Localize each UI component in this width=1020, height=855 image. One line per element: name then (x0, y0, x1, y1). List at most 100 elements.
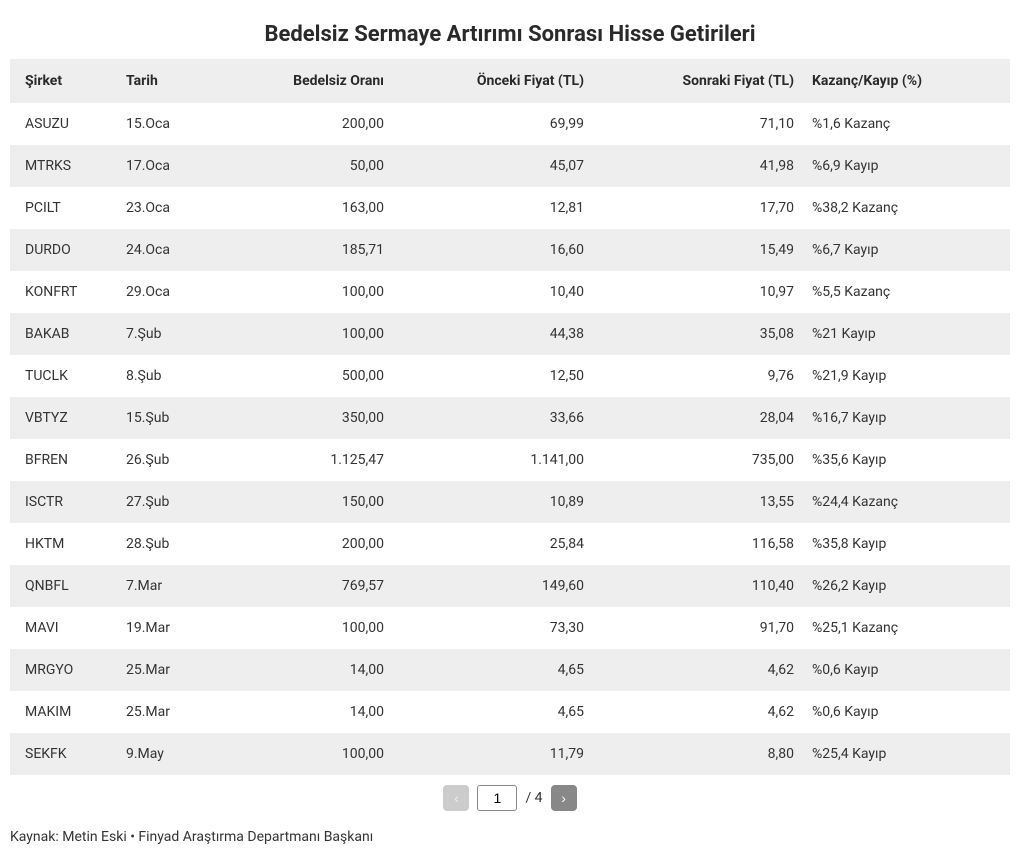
cell-company: SEKFK (10, 733, 120, 775)
cell-gain: %26,2 Kayıp (800, 565, 1010, 607)
pagination: ‹ / 4 › (10, 775, 1010, 821)
cell-gain: %35,6 Kayıp (800, 439, 1010, 481)
cell-after: 91,70 (590, 607, 800, 649)
cell-ratio: 769,57 (210, 565, 390, 607)
table-row: QNBFL7.Mar769,57149,60110,40%26,2 Kayıp (10, 565, 1010, 607)
cell-ratio: 1.125,47 (210, 439, 390, 481)
cell-gain: %6,7 Kayıp (800, 229, 1010, 271)
cell-after: 10,97 (590, 271, 800, 313)
col-header-after: Sonraki Fiyat (TL) (590, 59, 800, 103)
cell-date: 15.Oca (120, 103, 210, 145)
cell-ratio: 100,00 (210, 607, 390, 649)
cell-before: 4,65 (390, 649, 590, 691)
cell-after: 17,70 (590, 187, 800, 229)
cell-before: 1.141,00 (390, 439, 590, 481)
cell-ratio: 350,00 (210, 397, 390, 439)
cell-before: 10,89 (390, 481, 590, 523)
cell-gain: %21 Kayıp (800, 313, 1010, 355)
table-body: ASUZU15.Oca200,0069,9971,10%1,6 KazançMT… (10, 103, 1010, 775)
cell-gain: %16,7 Kayıp (800, 397, 1010, 439)
cell-ratio: 100,00 (210, 733, 390, 775)
cell-before: 11,79 (390, 733, 590, 775)
cell-company: PCILT (10, 187, 120, 229)
table-row: TUCLK8.Şub500,0012,509,76%21,9 Kayıp (10, 355, 1010, 397)
cell-after: 28,04 (590, 397, 800, 439)
table-row: KONFRT29.Oca100,0010,4010,97%5,5 Kazanç (10, 271, 1010, 313)
table-header-row: Şirket Tarih Bedelsiz Oranı Önceki Fiyat… (10, 59, 1010, 103)
cell-date: 8.Şub (120, 355, 210, 397)
cell-date: 17.Oca (120, 145, 210, 187)
table-row: PCILT23.Oca163,0012,8117,70%38,2 Kazanç (10, 187, 1010, 229)
cell-gain: %35,8 Kayıp (800, 523, 1010, 565)
cell-before: 69,99 (390, 103, 590, 145)
cell-ratio: 100,00 (210, 313, 390, 355)
cell-date: 28.Şub (120, 523, 210, 565)
cell-date: 27.Şub (120, 481, 210, 523)
cell-company: BFREN (10, 439, 120, 481)
cell-date: 24.Oca (120, 229, 210, 271)
col-header-gain: Kazanç/Kayıp (%) (800, 59, 1010, 103)
cell-date: 25.Mar (120, 649, 210, 691)
cell-after: 35,08 (590, 313, 800, 355)
cell-after: 735,00 (590, 439, 800, 481)
cell-ratio: 14,00 (210, 649, 390, 691)
cell-before: 12,50 (390, 355, 590, 397)
cell-after: 71,10 (590, 103, 800, 145)
cell-gain: %21,9 Kayıp (800, 355, 1010, 397)
cell-gain: %38,2 Kazanç (800, 187, 1010, 229)
cell-after: 110,40 (590, 565, 800, 607)
page-input[interactable] (477, 785, 517, 811)
cell-company: ASUZU (10, 103, 120, 145)
table-row: ASUZU15.Oca200,0069,9971,10%1,6 Kazanç (10, 103, 1010, 145)
cell-after: 13,55 (590, 481, 800, 523)
cell-after: 4,62 (590, 691, 800, 733)
table-row: MRGYO25.Mar14,004,654,62%0,6 Kayıp (10, 649, 1010, 691)
cell-company: MTRKS (10, 145, 120, 187)
cell-gain: %5,5 Kazanç (800, 271, 1010, 313)
cell-ratio: 150,00 (210, 481, 390, 523)
table-row: ISCTR27.Şub150,0010,8913,55%24,4 Kazanç (10, 481, 1010, 523)
col-header-before: Önceki Fiyat (TL) (390, 59, 590, 103)
next-page-button[interactable]: › (551, 785, 577, 811)
cell-after: 15,49 (590, 229, 800, 271)
col-header-ratio: Bedelsiz Oranı (210, 59, 390, 103)
cell-company: HKTM (10, 523, 120, 565)
cell-before: 4,65 (390, 691, 590, 733)
cell-company: TUCLK (10, 355, 120, 397)
page-total-label: / 4 (525, 790, 542, 806)
cell-date: 15.Şub (120, 397, 210, 439)
cell-ratio: 14,00 (210, 691, 390, 733)
cell-after: 41,98 (590, 145, 800, 187)
cell-gain: %1,6 Kazanç (800, 103, 1010, 145)
cell-after: 116,58 (590, 523, 800, 565)
cell-date: 29.Oca (120, 271, 210, 313)
cell-company: QNBFL (10, 565, 120, 607)
page-title: Bedelsiz Sermaye Artırımı Sonrası Hisse … (10, 10, 1010, 59)
cell-ratio: 200,00 (210, 523, 390, 565)
cell-date: 23.Oca (120, 187, 210, 229)
stock-returns-table: Şirket Tarih Bedelsiz Oranı Önceki Fiyat… (10, 59, 1010, 775)
cell-before: 12,81 (390, 187, 590, 229)
cell-before: 10,40 (390, 271, 590, 313)
table-row: MAKIM25.Mar14,004,654,62%0,6 Kayıp (10, 691, 1010, 733)
cell-ratio: 50,00 (210, 145, 390, 187)
col-header-company: Şirket (10, 59, 120, 103)
cell-gain: %24,4 Kazanç (800, 481, 1010, 523)
cell-ratio: 500,00 (210, 355, 390, 397)
prev-page-button[interactable]: ‹ (443, 785, 469, 811)
cell-before: 16,60 (390, 229, 590, 271)
cell-date: 9.May (120, 733, 210, 775)
cell-company: MAVI (10, 607, 120, 649)
cell-date: 26.Şub (120, 439, 210, 481)
cell-ratio: 100,00 (210, 271, 390, 313)
cell-gain: %0,6 Kayıp (800, 691, 1010, 733)
cell-ratio: 185,71 (210, 229, 390, 271)
cell-before: 25,84 (390, 523, 590, 565)
cell-date: 25.Mar (120, 691, 210, 733)
table-row: HKTM28.Şub200,0025,84116,58%35,8 Kayıp (10, 523, 1010, 565)
cell-company: KONFRT (10, 271, 120, 313)
cell-date: 7.Şub (120, 313, 210, 355)
source-text: Kaynak: Metin Eski • Finyad Araştırma De… (10, 821, 1010, 845)
cell-date: 19.Mar (120, 607, 210, 649)
cell-ratio: 163,00 (210, 187, 390, 229)
